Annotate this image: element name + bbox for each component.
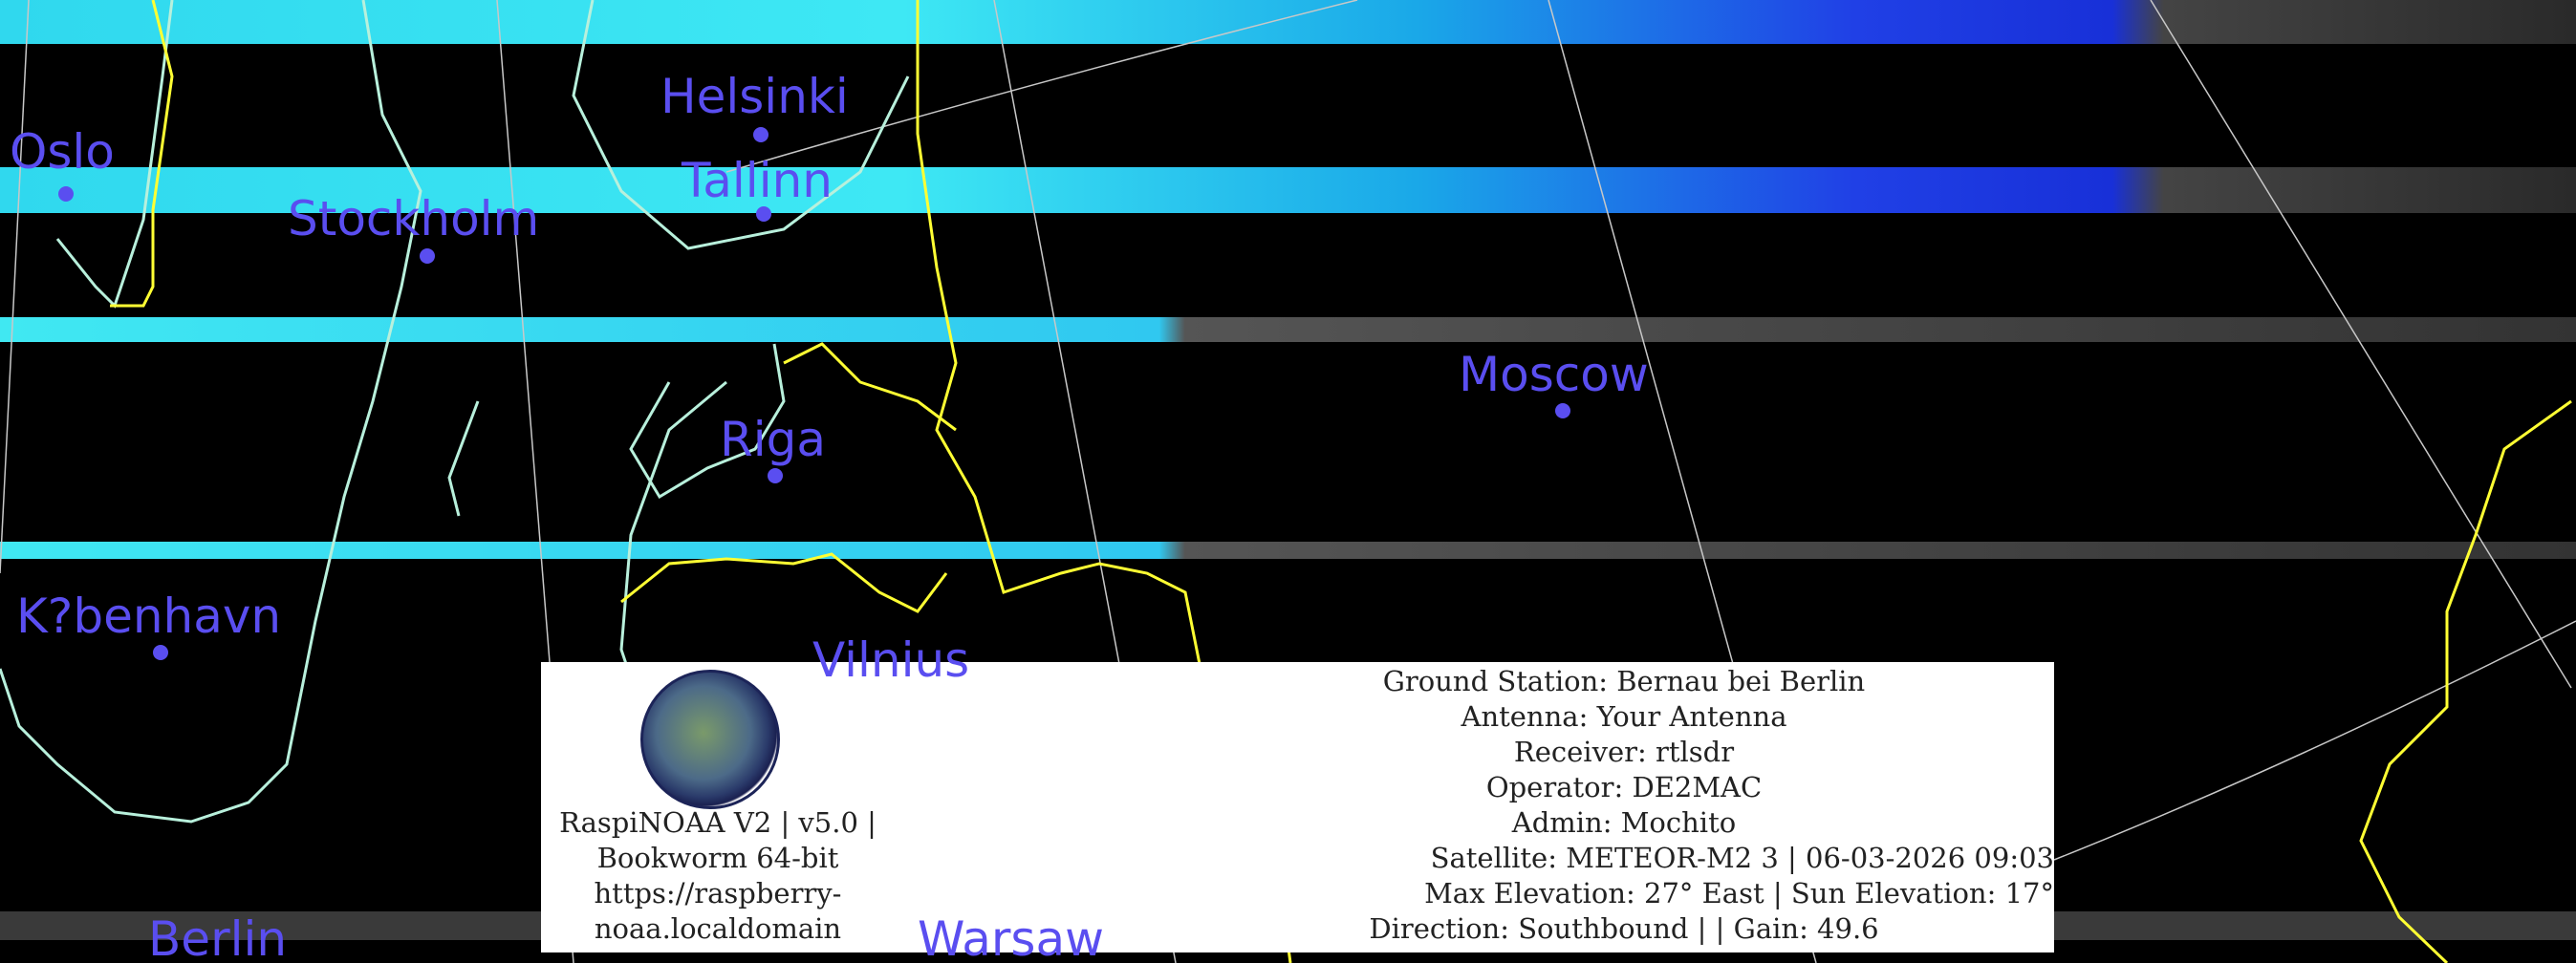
city-label-helsinki: Helsinki (660, 69, 849, 124)
ground-station: Ground Station: Bernau bei Berlin (1382, 665, 1866, 697)
city-label-berlin: Berlin (148, 911, 287, 963)
receiver: Receiver: rtlsdr (1513, 736, 1735, 768)
software-line: https://raspberry- (594, 877, 842, 910)
station-info-panel: RaspiNOAA V2 | v5.0 | Bookworm 64-bit ht… (541, 662, 2054, 952)
software-info: RaspiNOAA V2 | v5.0 | Bookworm 64-bit ht… (541, 805, 895, 947)
city-label-oslo: Oslo (10, 124, 115, 180)
antenna: Antenna: Your Antenna (1461, 700, 1787, 733)
city-dot-kobenhavn (153, 645, 168, 660)
city-dot-oslo (58, 186, 74, 202)
direction-and-gain: Direction: Southbound | | Gain: 49.6 (1369, 912, 1879, 945)
operator: Operator: DE2MAC (1485, 771, 1763, 803)
city-dot-riga (768, 468, 783, 483)
city-dot-stockholm (420, 248, 435, 264)
city-dot-moscow (1555, 403, 1570, 418)
city-label-stockholm: Stockholm (288, 191, 539, 246)
software-line: Bookworm 64-bit (596, 842, 839, 874)
city-label-vilnius: Vilnius (812, 632, 969, 688)
city-dot-helsinki (753, 127, 768, 142)
pass-info: Ground Station: Bernau bei Berlin Antenn… (1194, 662, 2054, 947)
raspinoaa-logo (640, 670, 780, 809)
software-line: RaspiNOAA V2 | v5.0 | (559, 806, 877, 839)
city-label-tallinn: Tallinn (681, 153, 833, 208)
coastlines (0, 0, 910, 824)
city-dot-tallinn (756, 206, 771, 222)
elevation: Max Elevation: 27° East | Sun Elevation:… (1424, 877, 2054, 910)
city-label-warsaw: Warsaw (918, 911, 1104, 963)
city-label-moscow: Moscow (1459, 347, 1649, 402)
city-label-kobenhavn: K?benhavn (16, 588, 281, 644)
satellite-and-time: Satellite: METEOR-M2 3 | 06-03-2026 09:0… (1430, 842, 2054, 874)
admin: Admin: Mochito (1511, 806, 1737, 839)
city-label-riga: Riga (720, 412, 826, 467)
software-line: noaa.localdomain (594, 912, 842, 945)
